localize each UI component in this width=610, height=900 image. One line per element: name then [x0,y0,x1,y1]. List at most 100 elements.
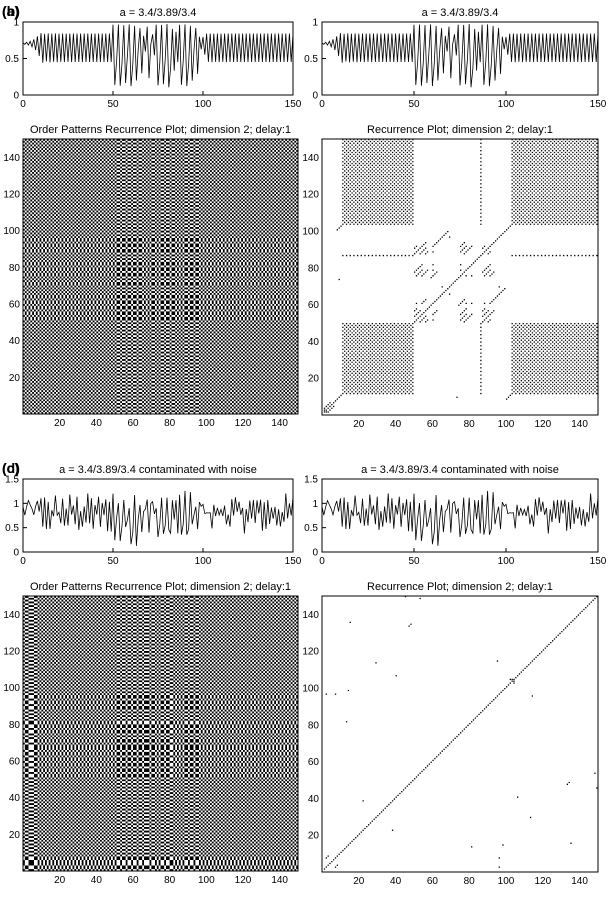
y-tick-label: 0 [312,548,318,559]
y-tick-label: 100 [302,227,319,238]
x-tick-label: 50 [107,99,119,110]
time-series-panel: (a) a = 3.4/3.89/3.4 0 50 100 150 0 0.5 1 [2,3,302,110]
y-tick-label: 40 [9,793,21,804]
plot-title: a = 3.4/3.89/3.4 contaminated with noise [361,464,559,476]
y-tick-label: 40 [308,794,320,805]
x-tick-label: 60 [427,419,439,430]
y-tick-label: 1 [13,499,19,510]
x-tick-label: 80 [464,876,476,887]
plot-frame [22,138,299,415]
plot-title: Order Patterns Recurrence Plot; dimensio… [30,581,291,593]
y-tick-label: 0.5 [5,54,19,65]
x-tick-label: 40 [91,418,103,429]
plot-frame [321,478,599,553]
y-tick-label: 140 [3,610,20,621]
x-tick-label: 120 [534,876,551,887]
x-tick-label: 20 [54,875,66,886]
x-tick-label: 80 [164,875,176,886]
y-tick-label: 40 [308,337,320,348]
x-tick-label: 140 [271,418,288,429]
y-tick-label: 80 [308,263,320,274]
y-tick-label: 60 [308,300,320,311]
panel-label: (c) [2,460,19,476]
x-tick-label: 120 [235,875,252,886]
x-tick-label: 100 [498,876,515,887]
y-tick-label: 60 [9,300,21,311]
y-tick-label: 60 [9,757,21,768]
plot-frame [22,478,294,553]
plot-title: a = 3.4/3.89/3.4 contaminated with noise [59,464,257,476]
y-tick-label: 60 [308,757,320,768]
y-tick-label: 0.5 [5,523,19,534]
x-tick-label: 140 [571,419,588,430]
y-tick-label: 1 [13,18,19,29]
x-tick-label: 20 [353,876,365,887]
y-tick-label: 140 [302,610,319,621]
x-tick-label: 80 [464,419,476,430]
plot-frame [22,595,299,872]
y-tick-label: 20 [308,831,320,842]
recurrence-plot-panel: Recurrence Plot; dimension 2; delay:1 20 4… [302,581,599,887]
recurrence-points [23,596,298,871]
y-tick-label: 0.5 [304,54,318,65]
x-tick-label: 150 [285,556,302,567]
x-tick-label: 80 [164,418,176,429]
x-tick-label: 150 [590,99,607,110]
recurrence-plot-panel: Order Patterns Recurrence Plot; dimensio… [3,581,299,886]
y-tick-label: 100 [3,226,20,237]
y-tick-label: 120 [3,647,20,658]
series-line [22,23,294,88]
x-tick-label: 120 [534,419,551,430]
y-tick-label: 40 [9,336,21,347]
plot-title: a = 3.4/3.89/3.4 [422,7,499,19]
x-tick-label: 0 [20,556,26,567]
plot-frame [321,595,599,873]
x-tick-label: 0 [20,99,26,110]
x-tick-label: 140 [271,875,288,886]
x-tick-label: 20 [54,418,66,429]
y-tick-label: 80 [9,263,21,274]
panel-label: (a) [2,3,19,19]
y-tick-label: 1.5 [304,475,318,486]
x-tick-label: 40 [390,876,402,887]
x-tick-label: 60 [127,875,139,886]
x-tick-label: 0 [319,99,325,110]
plot-title: Recurrence Plot; dimension 2; delay:1 [367,124,553,136]
y-tick-label: 120 [302,647,319,658]
plot-title: Recurrence Plot; dimension 2; delay:1 [367,581,553,593]
x-tick-label: 100 [195,556,212,567]
x-tick-label: 150 [285,99,302,110]
y-tick-label: 20 [9,373,21,384]
y-tick-label: 100 [3,683,20,694]
x-tick-label: 100 [195,99,212,110]
y-tick-label: 80 [308,720,320,731]
x-tick-label: 100 [498,419,515,430]
x-tick-label: 20 [353,419,365,430]
recurrence-plot-panel: Order Patterns Recurrence Plot; dimensio… [3,124,299,429]
y-tick-label: 0.5 [304,523,318,534]
x-tick-label: 50 [408,556,420,567]
y-tick-label: 1 [312,18,318,29]
y-tick-label: 20 [9,830,21,841]
x-tick-label: 60 [127,418,139,429]
plot-title: Order Patterns Recurrence Plot; dimensio… [30,124,291,136]
plot-title: a = 3.4/3.89/3.4 [120,7,197,19]
x-tick-label: 60 [427,876,439,887]
series-line [321,23,599,88]
x-tick-label: 40 [91,875,103,886]
y-tick-label: 100 [302,684,319,695]
recurrence-points [323,596,598,870]
time-series-panel: (d) a = 3.4/3.89/3.4 contaminated with no… [2,460,607,567]
y-tick-label: 20 [308,374,320,385]
x-tick-label: 50 [107,556,119,567]
y-tick-label: 120 [3,190,20,201]
y-tick-label: 120 [302,190,319,201]
recurrence-points [323,139,598,413]
x-tick-label: 100 [498,556,515,567]
panel-label: (d) [2,460,20,476]
series-line [321,490,599,546]
x-tick-label: 0 [319,556,325,567]
y-tick-label: 1.5 [5,475,19,486]
